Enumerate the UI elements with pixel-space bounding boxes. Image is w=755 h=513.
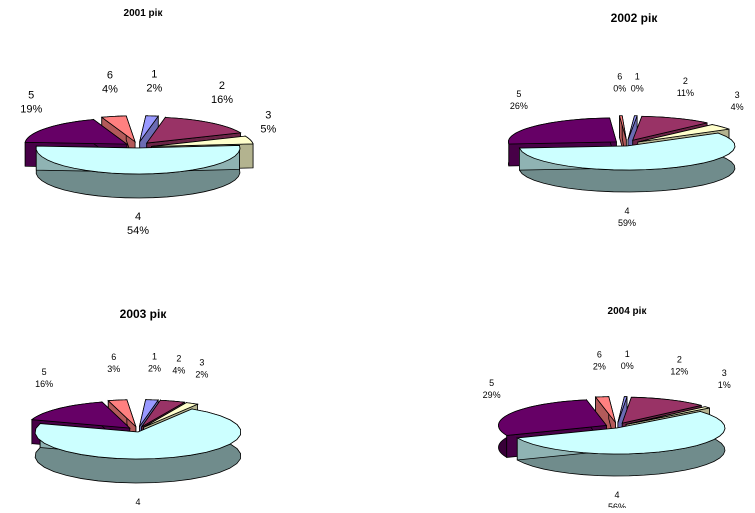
slice-label-4: 454% <box>127 211 149 237</box>
percent-label: 4% <box>172 366 185 376</box>
percent-label: 2% <box>593 362 606 372</box>
percent-label: 5% <box>260 123 276 135</box>
category-label: 2 <box>683 76 688 86</box>
percent-label: 0% <box>613 83 626 93</box>
category-label: 1 <box>625 349 630 359</box>
slice-label-5: 526% <box>510 89 528 111</box>
category-label: 3 <box>199 358 204 368</box>
chart-title: 2004 рік <box>608 306 648 317</box>
slice-label-4: 456% <box>608 490 626 512</box>
chart-title: 2001 рік <box>124 8 164 19</box>
percent-label: 59% <box>618 218 636 228</box>
category-label: 6 <box>111 352 116 362</box>
slice-label-4: 473% <box>129 497 147 513</box>
category-label: 4 <box>614 490 619 500</box>
slice-label-4: 459% <box>618 206 636 228</box>
percent-label: 3% <box>107 364 120 374</box>
slice-label-3: 31% <box>718 368 731 390</box>
percent-label: 12% <box>670 367 688 377</box>
slice-label-3: 35% <box>260 109 276 135</box>
percent-label: 0% <box>631 83 644 93</box>
slice-label-1: 12% <box>148 351 161 373</box>
category-label: 5 <box>489 378 494 388</box>
slice-label-6: 63% <box>107 352 120 374</box>
category-label: 3 <box>735 90 740 100</box>
category-label: 6 <box>597 350 602 360</box>
slice-label-2: 211% <box>677 76 694 98</box>
slice-label-5: 516% <box>35 367 53 389</box>
percent-label: 2% <box>195 370 208 380</box>
slice-label-5: 519% <box>20 90 42 116</box>
percent-label: 54% <box>127 225 149 237</box>
slice-label-1: 10% <box>631 71 644 93</box>
category-label: 3 <box>265 109 271 121</box>
percent-label: 4% <box>102 83 118 95</box>
category-label: 5 <box>42 367 47 377</box>
category-label: 6 <box>107 69 113 81</box>
percent-label: 19% <box>20 104 42 116</box>
percent-label: 4% <box>731 102 744 112</box>
chart-title: 2002 рік <box>611 11 659 25</box>
category-label: 3 <box>722 368 727 378</box>
category-label: 2 <box>677 355 682 365</box>
category-label: 2 <box>176 354 181 364</box>
pie-slice-4 <box>35 145 241 199</box>
category-label: 4 <box>135 211 141 223</box>
slice-label-6: 62% <box>593 350 606 372</box>
slice-label-6: 60% <box>613 71 626 93</box>
percent-label: 1% <box>718 380 731 390</box>
percent-label: 29% <box>483 390 501 400</box>
pie-slice-4 <box>515 410 726 477</box>
slice-label-2: 212% <box>670 355 688 377</box>
percent-label: 2% <box>146 82 162 94</box>
category-label: 1 <box>152 351 157 361</box>
percent-label: 2% <box>148 363 161 373</box>
category-label: 5 <box>516 89 521 99</box>
slice-label-5: 529% <box>483 378 501 400</box>
percent-label: 26% <box>510 101 528 111</box>
slice-label-1: 12% <box>146 68 162 94</box>
slice-label-3: 34% <box>731 90 744 112</box>
pie-slice-4 <box>34 408 242 484</box>
percent-label: 16% <box>35 379 53 389</box>
percent-label: 11% <box>677 88 694 98</box>
category-label: 1 <box>151 68 157 80</box>
category-label: 4 <box>624 206 629 216</box>
category-label: 1 <box>635 71 640 81</box>
chart-title: 2003 рік <box>120 307 168 321</box>
slice-label-3: 32% <box>195 358 208 380</box>
category-label: 6 <box>617 71 622 81</box>
category-label: 4 <box>135 497 140 507</box>
slice-label-2: 24% <box>172 354 185 376</box>
pie-slice-4 <box>518 132 736 193</box>
percent-label: 16% <box>211 94 233 106</box>
category-label: 5 <box>28 90 34 102</box>
percent-label: 56% <box>608 502 626 508</box>
slice-label-1: 10% <box>621 349 634 371</box>
category-label: 2 <box>219 80 225 92</box>
slice-label-2: 216% <box>211 80 233 106</box>
percent-label: 0% <box>621 361 634 371</box>
slice-label-6: 64% <box>102 69 118 95</box>
